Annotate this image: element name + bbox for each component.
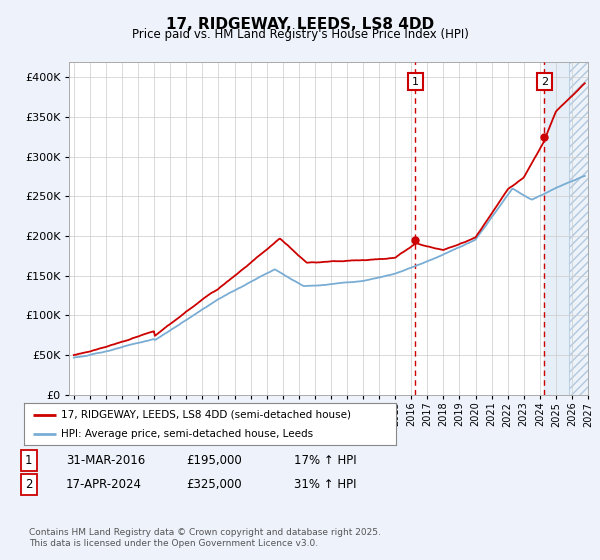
Text: 2: 2 bbox=[25, 478, 32, 491]
Bar bbox=[544, 62, 569, 395]
Text: 31-MAR-2016: 31-MAR-2016 bbox=[66, 454, 145, 467]
Text: HPI: Average price, semi-detached house, Leeds: HPI: Average price, semi-detached house,… bbox=[61, 429, 313, 439]
Text: £195,000: £195,000 bbox=[186, 454, 242, 467]
Text: 2: 2 bbox=[541, 77, 548, 87]
Text: Price paid vs. HM Land Registry's House Price Index (HPI): Price paid vs. HM Land Registry's House … bbox=[131, 28, 469, 41]
Bar bbox=[569, 62, 588, 395]
Text: 17% ↑ HPI: 17% ↑ HPI bbox=[294, 454, 356, 467]
Text: 1: 1 bbox=[25, 454, 32, 467]
Text: 31% ↑ HPI: 31% ↑ HPI bbox=[294, 478, 356, 491]
Text: 17, RIDGEWAY, LEEDS, LS8 4DD (semi-detached house): 17, RIDGEWAY, LEEDS, LS8 4DD (semi-detac… bbox=[61, 409, 351, 419]
Text: 17-APR-2024: 17-APR-2024 bbox=[66, 478, 142, 491]
Text: 1: 1 bbox=[412, 77, 419, 87]
Text: 17, RIDGEWAY, LEEDS, LS8 4DD: 17, RIDGEWAY, LEEDS, LS8 4DD bbox=[166, 17, 434, 32]
Text: Contains HM Land Registry data © Crown copyright and database right 2025.
This d: Contains HM Land Registry data © Crown c… bbox=[29, 528, 380, 548]
Bar bbox=[569, 62, 588, 395]
Text: £325,000: £325,000 bbox=[186, 478, 242, 491]
